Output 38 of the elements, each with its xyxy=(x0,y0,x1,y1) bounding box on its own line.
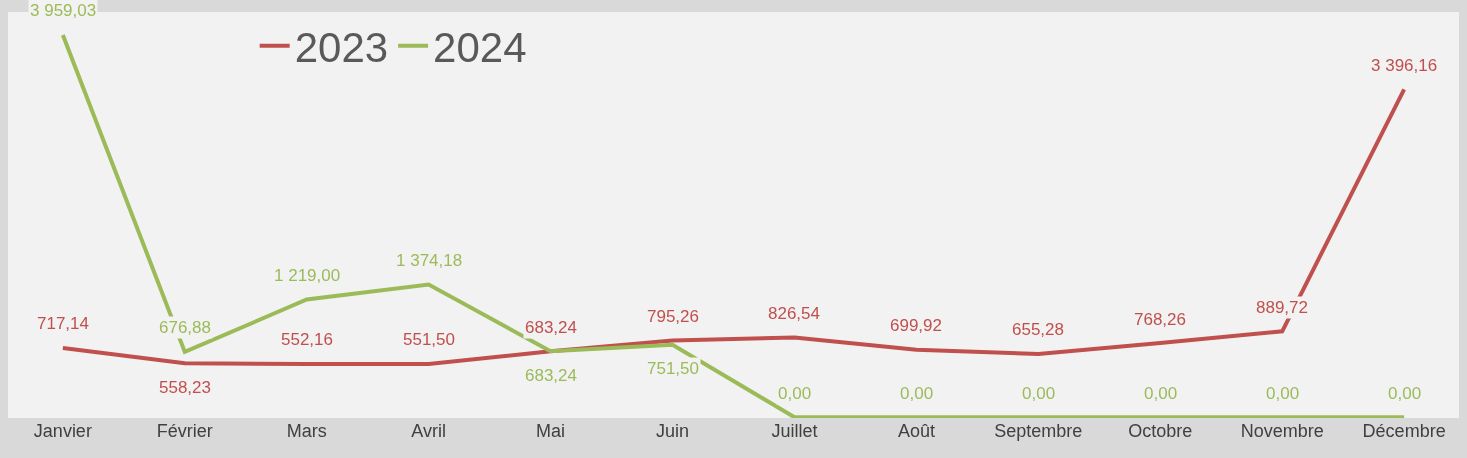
data-label: 3 396,16 xyxy=(1371,56,1438,75)
x-tick-label: Mai xyxy=(536,421,566,441)
data-label: 0,00 xyxy=(1022,384,1056,403)
data-label: 751,50 xyxy=(647,359,699,378)
data-label: 1 374,18 xyxy=(396,251,463,270)
data-label: 768,26 xyxy=(1134,310,1186,329)
legend-label: 2023 xyxy=(294,24,389,72)
data-label: 3 959,03 xyxy=(30,1,97,20)
data-label: 683,24 xyxy=(525,366,577,385)
x-tick-label: Février xyxy=(156,421,213,441)
data-label: 0,00 xyxy=(1144,384,1178,403)
data-label: 1 219,00 xyxy=(274,266,341,285)
x-tick-label: Juillet xyxy=(771,421,818,441)
x-tick-label: Avril xyxy=(411,421,447,441)
data-label: 676,88 xyxy=(159,318,211,337)
data-label: 0,00 xyxy=(778,384,812,403)
x-tick-label: Mars xyxy=(286,421,327,441)
data-label: 558,23 xyxy=(159,378,211,397)
data-label: 795,26 xyxy=(647,307,699,326)
data-label: 889,72 xyxy=(1256,298,1308,317)
data-label: 0,00 xyxy=(1266,384,1300,403)
x-tick-label: Octobre xyxy=(1128,421,1193,441)
x-tick-label: Novembre xyxy=(1240,421,1324,441)
x-tick-label: Juin xyxy=(656,421,690,441)
data-label: 826,54 xyxy=(768,304,820,323)
x-tick-label: Septembre xyxy=(994,421,1083,441)
x-tick-label: Décembre xyxy=(1362,421,1446,441)
data-label: 655,28 xyxy=(1012,320,1064,339)
x-tick-label: Août xyxy=(897,421,935,441)
data-label: 0,00 xyxy=(900,384,934,403)
x-tick-label: Janvier xyxy=(33,421,92,441)
data-label: 551,50 xyxy=(403,330,455,349)
legend-label: 2024 xyxy=(433,24,527,72)
data-label: 699,92 xyxy=(890,316,942,335)
data-label: 0,00 xyxy=(1388,384,1422,403)
data-label: 552,16 xyxy=(281,330,333,349)
data-label: 717,14 xyxy=(37,314,89,333)
data-label: 683,24 xyxy=(525,318,577,337)
